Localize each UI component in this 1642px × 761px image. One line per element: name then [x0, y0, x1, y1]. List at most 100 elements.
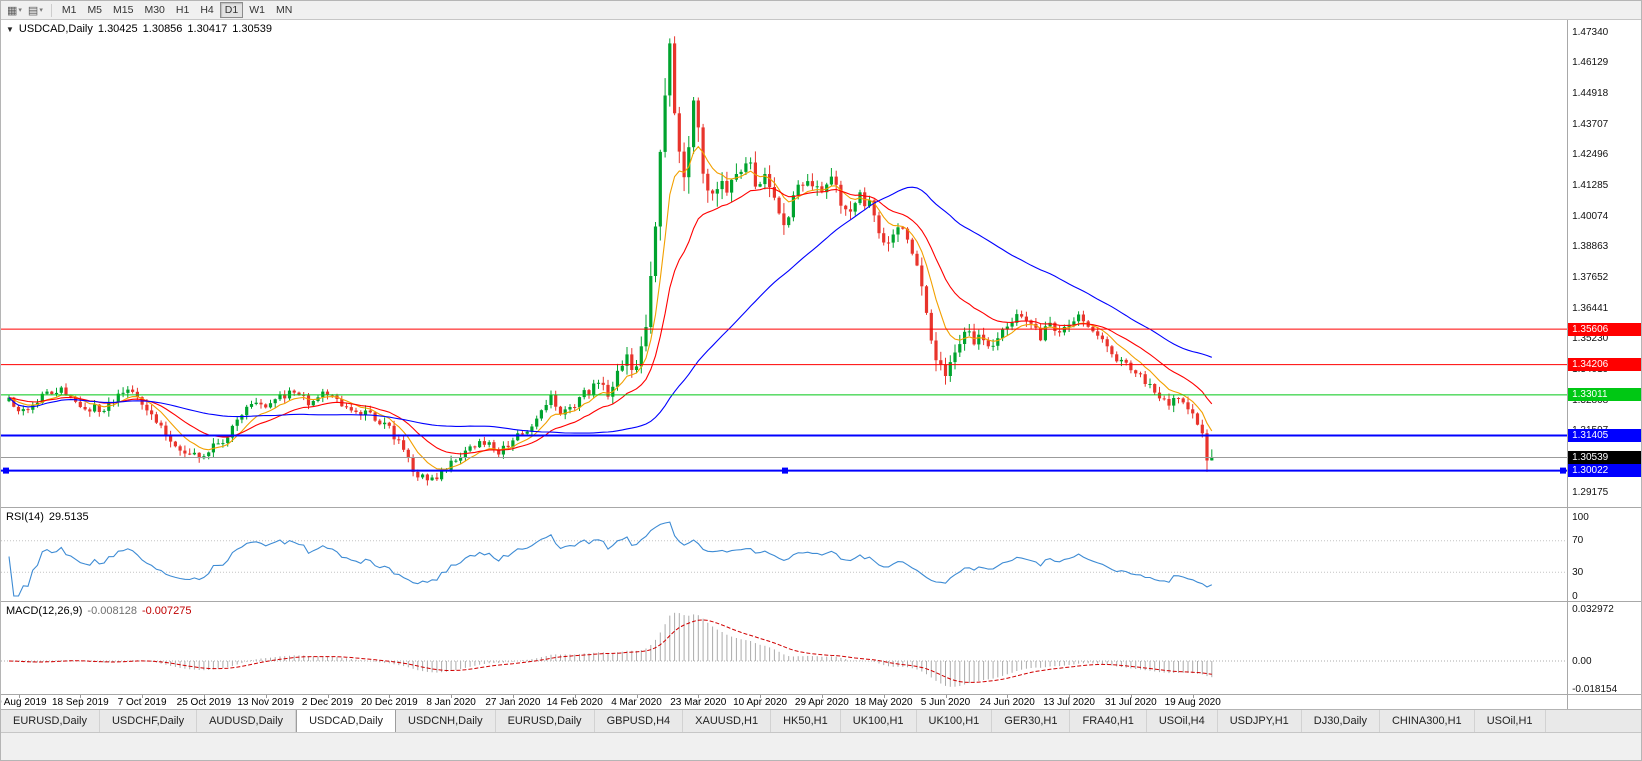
symbol-tab-eurusd-daily[interactable]: EURUSD,Daily	[1, 710, 100, 732]
price-tag-1.33011: 1.33011	[1568, 388, 1641, 402]
toolbar-separator	[50, 3, 52, 17]
dropdown-caret-icon: ▾	[39, 7, 43, 14]
dropdown-caret-icon: ▾	[18, 7, 22, 14]
symbol-tab-china300-h1[interactable]: CHINA300,H1	[1379, 710, 1475, 732]
symbol-tab-uk100-h1[interactable]: UK100,H1	[840, 710, 917, 732]
macd-chart[interactable]	[1, 602, 1568, 694]
ohlc-close: 1.30539	[232, 23, 272, 35]
date-axis-label: 24 Jun 2020	[979, 697, 1035, 708]
symbol-tab-usdchf-daily[interactable]: USDCHF,Daily	[99, 710, 198, 732]
macd-scale[interactable]: 0.032972 0.00 -0.018154	[1567, 602, 1641, 694]
rsi-scale-label: 70	[1572, 535, 1584, 547]
symbol-tab-usdjpy-h1[interactable]: USDJPY,H1	[1217, 710, 1302, 732]
price-tag-1.34206: 1.34206	[1568, 358, 1641, 372]
toolbar: ▦ ▾ ▤ ▾ M1 M5 M15 M30 H1 H4 D1 W1 MN	[1, 1, 1641, 20]
chart-symbol-ohlc: ▼ USDCAD,Daily 1.30425 1.30856 1.30417 1…	[6, 23, 272, 35]
date-axis-label: 29 Apr 2020	[794, 697, 849, 708]
timeframe-button-m30[interactable]: M30	[144, 4, 165, 16]
price-scale-label: 1.46129	[1572, 57, 1609, 69]
date-axis-tick	[80, 695, 82, 698]
macd-signal-value: -0.007275	[141, 605, 192, 617]
date-axis-tick	[18, 695, 20, 698]
date-axis-tick	[1192, 695, 1194, 698]
date-axis-label: 14 Feb 2020	[546, 697, 603, 708]
symbol-tab-usdcad-daily[interactable]: USDCAD,Daily	[296, 710, 397, 732]
symbol-tab-uk100-h1[interactable]: UK100,H1	[916, 710, 993, 732]
chart-template-icon[interactable]: ▤ ▾	[27, 4, 43, 17]
rsi-scale-label: 100	[1572, 511, 1589, 523]
date-axis-corner	[1567, 695, 1641, 709]
price-chart-panel: ▼ USDCAD,Daily 1.30425 1.30856 1.30417 1…	[1, 20, 1641, 507]
ohlc-high: 1.30856	[142, 23, 183, 35]
date-axis-tick	[451, 695, 453, 698]
rsi-panel: RSI(14) 29.5135 100 70 30 0	[1, 507, 1641, 601]
macd-signal-line	[8, 619, 1212, 683]
macd-main-value: -0.008128	[87, 605, 137, 617]
symbol-tab-usdcnh-daily[interactable]: USDCNH,Daily	[396, 710, 496, 732]
symbol-tab-hk50-h1[interactable]: HK50,H1	[771, 710, 841, 732]
date-axis-tick	[883, 695, 885, 698]
timeframe-button-m1[interactable]: M1	[61, 4, 77, 16]
timeframe-buttons: M1 M5 M15 M30 H1 H4 D1 W1 MN	[57, 2, 297, 18]
ohlc-open: 1.30425	[97, 23, 138, 35]
timeframe-button-w1[interactable]: W1	[249, 4, 265, 16]
rsi-value: 29.5135	[48, 511, 89, 523]
rsi-plot[interactable]: RSI(14) 29.5135	[1, 508, 1568, 601]
hline-handle	[3, 467, 9, 474]
rsi-indicator-label: RSI(14) 29.5135	[6, 511, 89, 523]
date-axis-tick	[1069, 695, 1071, 698]
price-scale-label: 1.40074	[1572, 210, 1609, 222]
chart-window-icon[interactable]: ▦ ▾	[7, 4, 22, 17]
date-axis-tick	[389, 695, 391, 698]
price-chart-plot[interactable]: ▼ USDCAD,Daily 1.30425 1.30856 1.30417 1…	[1, 20, 1568, 507]
date-axis[interactable]: 30 Aug 2019 18 Sep 2019 7 Oct 2019 25 Oct 2…	[1, 694, 1641, 709]
macd-indicator-label: MACD(12,26,9) -0.008128 -0.007275	[6, 605, 192, 617]
symbol-tab-usoil-h4[interactable]: USOil,H4	[1146, 710, 1218, 732]
rsi-line	[8, 521, 1213, 597]
price-scale-label: 1.42496	[1572, 149, 1609, 161]
price-scale[interactable]: 1.47340 1.46129 1.44918 1.43707 1.42496 1.412…	[1567, 20, 1641, 507]
symbol-tab-gbpusd-h4[interactable]: GBPUSD,H4	[594, 710, 684, 732]
candlestick-chart[interactable]	[1, 20, 1568, 507]
symbol-tab-ger30-h1[interactable]: GER30,H1	[992, 710, 1071, 732]
macd-plot[interactable]: MACD(12,26,9) -0.008128 -0.007275	[1, 602, 1568, 694]
symbol-tab-xauusd-h1[interactable]: XAUUSD,H1	[683, 710, 772, 732]
symbol-tab-audusd-daily[interactable]: AUDUSD,Daily	[197, 710, 297, 732]
price-scale-label: 1.37652	[1572, 271, 1609, 283]
price-scale-label: 1.47340	[1572, 26, 1609, 38]
ohlc-low: 1.30417	[187, 23, 228, 35]
symbol-tab-fra40-h1[interactable]: FRA40,H1	[1070, 710, 1147, 732]
macd-name: MACD(12,26,9)	[6, 605, 83, 617]
macd-scale-label: 0.032972	[1572, 603, 1614, 615]
rsi-name: RSI(14)	[6, 511, 44, 523]
timeframe-button-m15[interactable]: M15	[113, 4, 134, 16]
timeframe-button-d1[interactable]: D1	[219, 2, 244, 18]
price-scale-label: 1.41285	[1572, 179, 1609, 191]
timeframe-button-mn[interactable]: MN	[275, 4, 293, 16]
date-axis-tick	[698, 695, 700, 698]
timeframe-button-m5[interactable]: M5	[87, 4, 103, 16]
date-axis-label: 7 Oct 2019	[117, 697, 167, 708]
hline-handle	[1560, 467, 1566, 474]
date-axis-label: 25 Oct 2019	[176, 697, 232, 708]
date-axis-tick	[945, 695, 947, 698]
macd-panel: MACD(12,26,9) -0.008128 -0.007275 0.0329…	[1, 601, 1641, 694]
rsi-chart[interactable]	[1, 508, 1568, 601]
date-axis-tick	[142, 695, 144, 698]
symbol-expander-icon[interactable]: ▼	[6, 24, 14, 34]
macd-scale-label: -0.018154	[1572, 684, 1618, 694]
timeframe-button-h4[interactable]: H4	[200, 4, 214, 16]
symbol-tab-eurusd-daily[interactable]: EURUSD,Daily	[495, 710, 595, 732]
symbol-tab-dj30-daily[interactable]: DJ30,Daily	[1301, 710, 1380, 732]
date-axis-tick	[821, 695, 823, 698]
status-bar	[1, 732, 1641, 760]
price-tag-1.35606: 1.35606	[1568, 322, 1641, 336]
price-tag-1.31405: 1.31405	[1568, 429, 1641, 442]
timeframe-button-h1[interactable]: H1	[175, 4, 190, 16]
rsi-scale[interactable]: 100 70 30 0	[1567, 508, 1641, 601]
date-axis-tick	[512, 695, 514, 698]
symbol-tab-usoil-h1[interactable]: USOil,H1	[1474, 710, 1546, 732]
price-scale-label: 1.36441	[1572, 302, 1609, 314]
price-tag-1.30022: 1.30022	[1568, 464, 1641, 478]
hline-handle	[782, 467, 788, 474]
